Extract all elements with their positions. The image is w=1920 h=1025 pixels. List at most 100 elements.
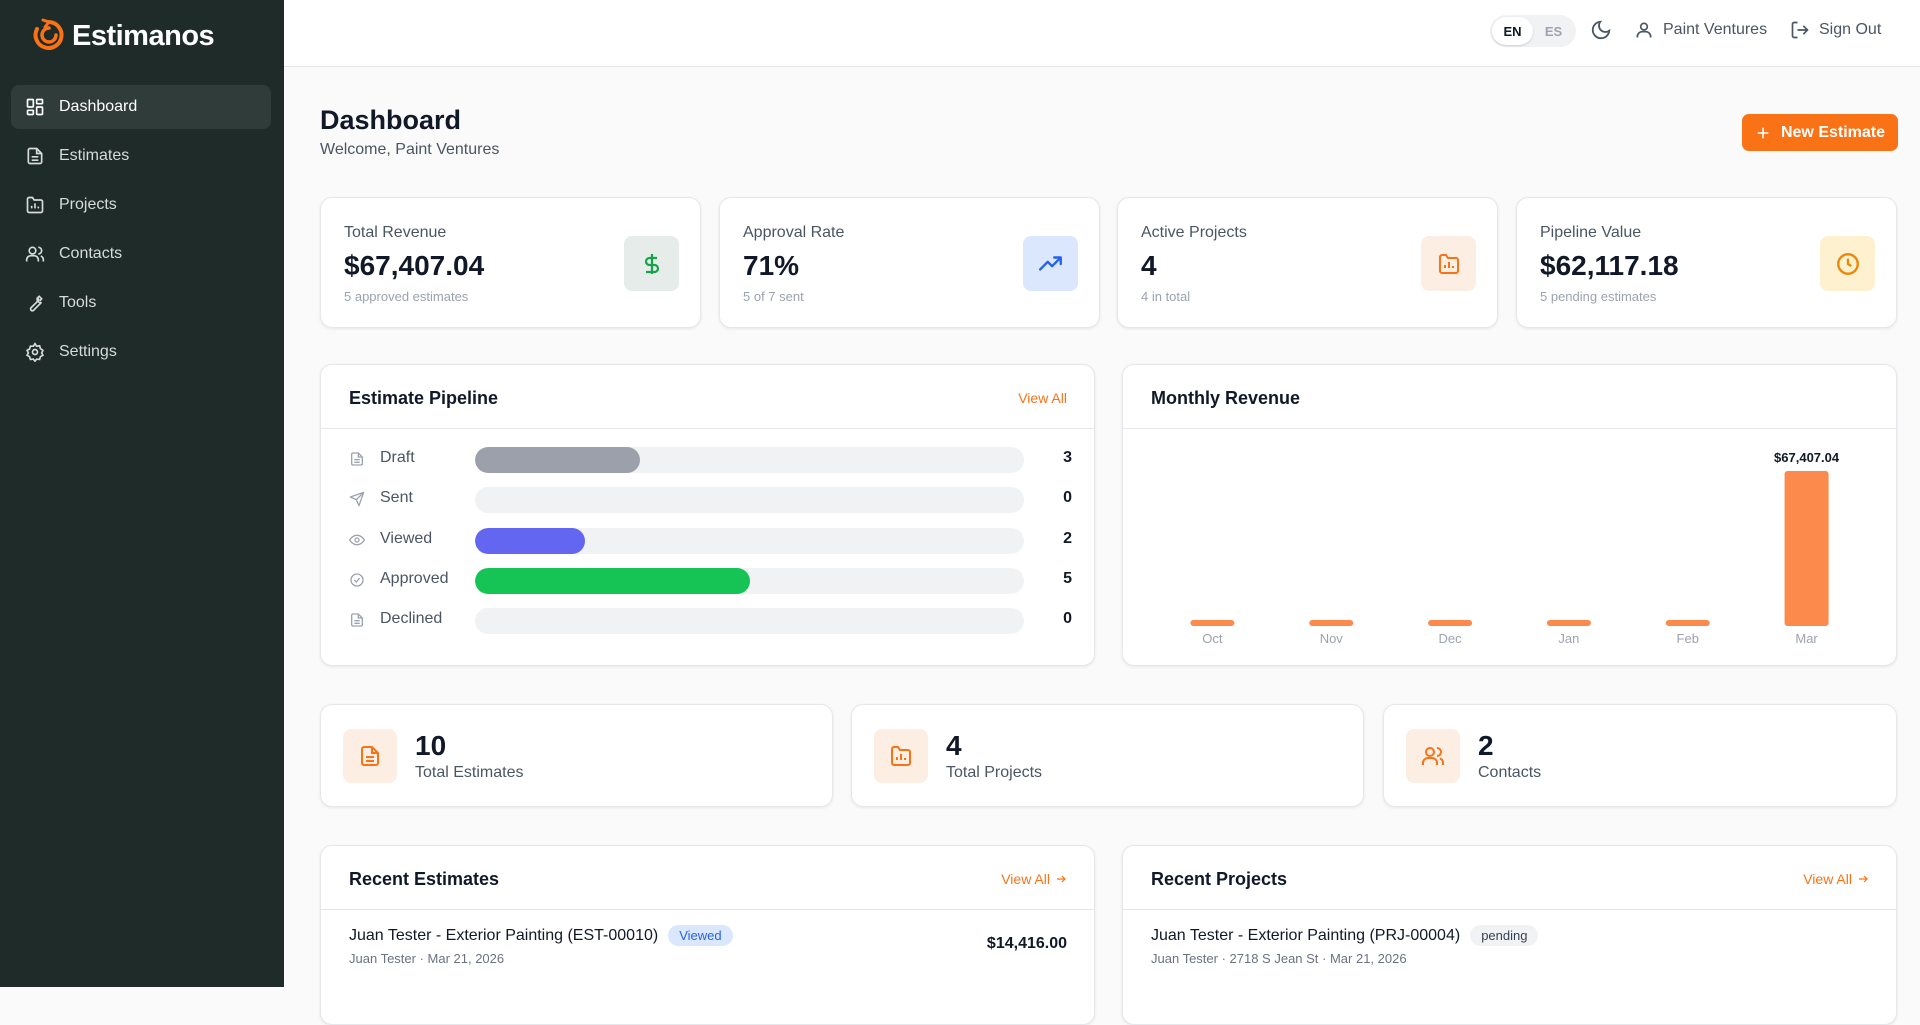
sidebar-item-estimates[interactable]: Estimates (11, 134, 271, 178)
stat-subtext: 5 approved estimates (344, 289, 469, 304)
eye-icon (349, 534, 365, 546)
stage-fill (475, 447, 640, 473)
document-icon (27, 147, 43, 165)
stage-name: Approved (380, 570, 449, 587)
new-estimate-button[interactable]: New Estimate (1742, 114, 1898, 151)
users-icon (1422, 747, 1445, 765)
view-all-label: View All (1803, 871, 1852, 887)
logo-icon (33, 18, 64, 50)
sign-out-button[interactable]: Sign Out (1790, 20, 1881, 40)
revenue-bar-nov (1309, 620, 1354, 626)
language-option-es[interactable]: ES (1544, 23, 1563, 39)
card-header: Estimate Pipeline View All (321, 365, 1094, 429)
summary-number: 2 (1478, 730, 1494, 761)
summary-number: 4 (946, 730, 962, 761)
sidebar-item-dashboard[interactable]: Dashboard (11, 85, 271, 129)
bar-data-label: $67,407.04 (1774, 450, 1840, 465)
pipeline-row-sent: Sent 0 (349, 485, 1072, 513)
summary-card-total-projects[interactable]: 4 Total Projects (851, 704, 1364, 807)
pipeline-row-viewed: Viewed 2 (349, 526, 1072, 554)
moon-icon (1591, 20, 1611, 40)
theme-toggle-button[interactable] (1590, 19, 1612, 41)
summary-icon-box (1406, 729, 1460, 783)
trending-up-icon (1038, 255, 1062, 271)
language-option-en[interactable]: EN (1492, 17, 1533, 45)
app-logo[interactable]: Estimanos (32, 16, 215, 56)
document-icon (351, 452, 363, 466)
dollar-icon (644, 253, 659, 274)
recent-estimates-view-all-link[interactable]: View All (1001, 871, 1067, 887)
wrench-icon (29, 295, 43, 312)
view-all-label: View All (1001, 871, 1050, 887)
x-tick-label: Nov (1320, 631, 1344, 646)
new-estimate-label: New Estimate (1780, 123, 1886, 141)
arrow-right-icon (1057, 875, 1066, 883)
recent-projects-view-all-link[interactable]: View All (1803, 871, 1869, 887)
stage-name: Declined (380, 610, 443, 627)
card-title: Recent Projects (1151, 869, 1288, 889)
card-title: Recent Estimates (349, 869, 500, 889)
summary-label: Contacts (1478, 764, 1542, 781)
gear-icon (25, 342, 45, 362)
stage-count: 0 (1063, 610, 1072, 627)
document-icon (351, 613, 363, 627)
stat-subtext: 4 in total (1141, 289, 1191, 304)
stat-value: 4 (1141, 250, 1157, 281)
recent-projects-card: Recent Projects View All Juan Tester - E… (1122, 845, 1897, 1025)
sidebar-item-label: Estimates (59, 147, 130, 164)
x-tick-label: Mar (1795, 631, 1818, 646)
stage-name: Sent (380, 489, 413, 506)
estimate-pipeline-card: Estimate Pipeline View All Draft 3 Sent … (320, 364, 1095, 666)
recent-estimate-row[interactable]: Juan Tester - Exterior Painting (EST-000… (349, 925, 1067, 966)
revenue-bar-oct (1190, 620, 1235, 626)
stage-count: 5 (1063, 570, 1072, 587)
sidebar-item-tools[interactable]: Tools (11, 281, 271, 325)
page-subtitle: Welcome, Paint Ventures (320, 141, 500, 158)
sidebar-item-contacts[interactable]: Contacts (11, 232, 271, 276)
stat-icon-box (624, 236, 679, 291)
stage-count: 3 (1063, 449, 1072, 466)
stage-count: 2 (1063, 530, 1072, 547)
pipeline-row-approved: Approved 5 (349, 566, 1072, 594)
pipeline-view-all-link[interactable]: View All (1018, 390, 1067, 406)
x-tick-label: Dec (1439, 631, 1463, 646)
pipeline-row-draft: Draft 3 (349, 445, 1072, 473)
summary-card-total-estimates[interactable]: 10 Total Estimates (320, 704, 833, 807)
stage-track (475, 528, 1024, 554)
sign-out-label: Sign Out (1819, 21, 1882, 38)
sidebar-item-label: Contacts (59, 245, 123, 262)
card-title: Estimate Pipeline (349, 388, 499, 408)
stat-subtext: 5 pending estimates (1540, 289, 1657, 304)
stage-fill (475, 568, 750, 594)
sidebar-item-projects[interactable]: Projects (11, 183, 271, 227)
stat-label: Total Revenue (344, 224, 447, 241)
sidebar-item-settings[interactable]: Settings (11, 330, 271, 374)
stat-card-pipeline-value: Pipeline Value $62,117.18 5 pending esti… (1516, 197, 1897, 328)
x-tick-label: Jan (1558, 631, 1579, 646)
recent-project-row[interactable]: Juan Tester - Exterior Painting (PRJ-000… (1151, 925, 1869, 966)
estimate-meta: Juan Tester · Mar 21, 2026 (349, 951, 505, 966)
summary-card-contacts[interactable]: 2 Contacts (1383, 704, 1897, 807)
stat-icon-box (1820, 236, 1875, 291)
page-title: Dashboard (320, 105, 462, 135)
clock-icon (1836, 252, 1859, 275)
sidebar-item-label: Dashboard (59, 98, 138, 115)
users-icon (25, 246, 45, 262)
topbar: EN ES Paint Ventures Sign Out (284, 0, 1920, 67)
summary-icon-box (874, 729, 928, 783)
monthly-revenue-card: Monthly Revenue Oct Nov Dec Jan Feb Mar $67,40… (1122, 364, 1897, 666)
send-icon (349, 491, 365, 507)
user-menu[interactable]: Paint Ventures (1634, 20, 1767, 40)
stat-icon-box (1023, 236, 1078, 291)
card-title: Monthly Revenue (1151, 388, 1301, 408)
language-toggle[interactable]: EN ES (1490, 15, 1576, 47)
dashboard-grid-icon (26, 98, 44, 116)
sign-out-icon (1791, 21, 1809, 39)
stage-count: 0 (1063, 489, 1072, 506)
status-badge: Viewed (668, 925, 733, 946)
stat-value: $62,117.18 (1540, 250, 1679, 281)
stat-label: Approval Rate (743, 224, 845, 241)
stage-track (475, 608, 1024, 634)
status-badge: pending (1470, 925, 1539, 946)
card-header: Recent Projects View All (1123, 846, 1896, 910)
